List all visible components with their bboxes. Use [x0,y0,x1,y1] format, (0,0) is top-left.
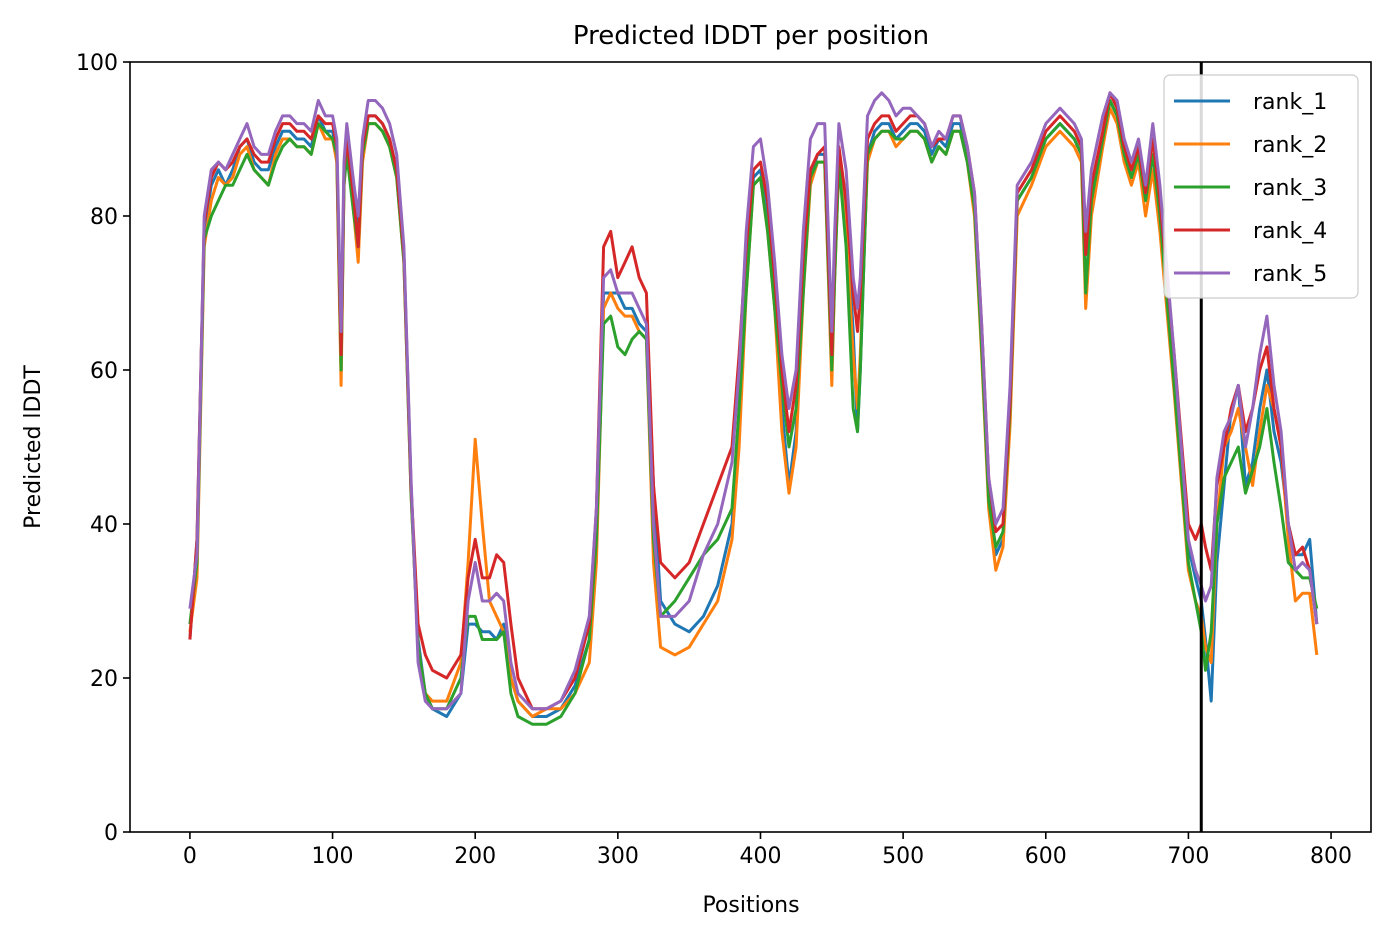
y-tick-label: 40 [90,513,118,538]
x-tick-label: 200 [454,844,496,869]
chart-title: Predicted lDDT per position [573,21,929,51]
x-tick-label: 700 [1167,844,1209,869]
y-tick-label: 60 [90,359,118,384]
x-tick-label: 600 [1025,844,1067,869]
y-axis-label: Predicted lDDT [21,365,46,529]
legend-label-rank_3: rank_3 [1253,176,1327,201]
legend: rank_1 rank_2 rank_3 rank_4 rank_5 [1163,74,1359,299]
y-tick-label: 0 [104,821,118,846]
x-tick-label: 400 [739,844,781,869]
legend-label-rank_2: rank_2 [1253,133,1327,158]
x-tick-label: 500 [882,844,924,869]
x-tick-label: 100 [312,844,354,869]
series-lines [188,91,1319,726]
legend-label-rank_1: rank_1 [1253,90,1327,115]
x-tick-label: 800 [1310,844,1352,869]
y-tick-label: 100 [76,51,118,76]
x-tick-label: 0 [183,844,197,869]
series-line-rank_3 [188,99,1319,726]
legend-label-rank_4: rank_4 [1253,219,1327,244]
series-line-rank_5 [188,91,1319,711]
x-axis-ticks: 0 100 200 300 400 500 600 700 800 [183,832,1352,869]
x-tick-label: 300 [597,844,639,869]
y-tick-label: 80 [90,205,118,230]
plot-frame [129,61,1372,833]
y-axis-ticks: 0 20 40 60 80 100 [76,51,130,846]
legend-box [1163,74,1359,299]
x-axis-label: Positions [702,893,799,918]
y-tick-label: 20 [90,667,118,692]
legend-label-rank_5: rank_5 [1253,262,1327,287]
